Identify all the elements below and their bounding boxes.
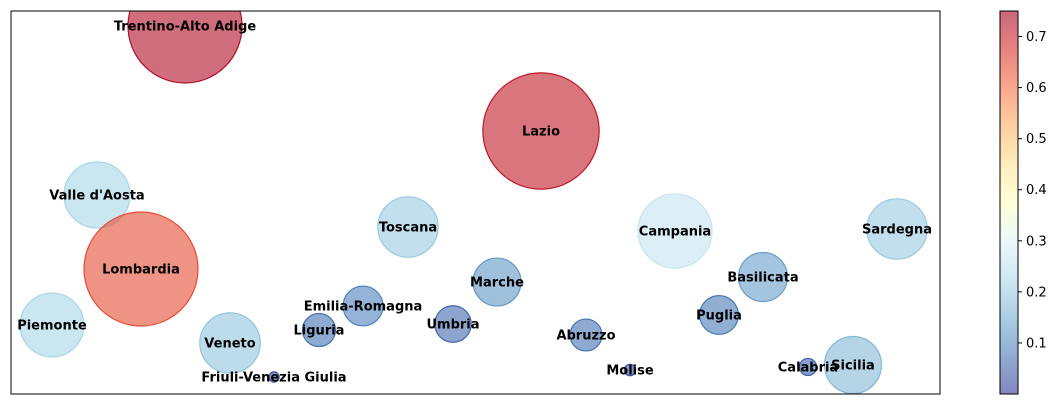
bubble-trentino-alto-adige: [127, 11, 243, 84]
bubble-label-toscana: Toscana: [379, 221, 437, 236]
bubble-label-sardegna: Sardegna: [862, 223, 932, 238]
bubble-campania: [637, 193, 713, 269]
bubble-label-emilia-romagna: Emilia-Romagna: [304, 300, 423, 315]
bubble-label-veneto: Veneto: [204, 337, 255, 352]
bubble-molise: [623, 363, 637, 377]
bubble-label-layer: Trentino-Alto Adige Lazio Valle d'Aosta Tos…: [17, 20, 932, 386]
bubble-label-puglia: Puglia: [696, 309, 742, 324]
bubble-piemonte: [19, 292, 85, 358]
bubble-label-piemonte: Piemonte: [17, 319, 87, 334]
bubble-lazio: [482, 72, 600, 190]
colorbar-tick-label: 0.3: [1026, 234, 1047, 249]
bubble-emilia-romagna: [342, 285, 384, 327]
colorbar-tick-label: 0.4: [1026, 183, 1047, 198]
colorbar-tick-label: 0.2: [1026, 285, 1047, 300]
colorbar-tick-label: 0.5: [1026, 132, 1047, 147]
bubble-label-calabria: Calabria: [778, 361, 839, 376]
bubble-toscana: [377, 196, 439, 258]
colorbar-tick-label: 0.6: [1026, 81, 1047, 96]
bubble-label-sicilia: Sicilia: [831, 359, 875, 374]
bubble-calabria: [798, 357, 818, 377]
colorbar: 0.1 0.2 0.3 0.4 0.5 0.6 0.7: [999, 10, 1047, 395]
bubble-label-trentino-alto-adige: Trentino-Alto Adige: [114, 20, 256, 35]
bubble-puglia: [699, 295, 739, 335]
plot-frame: [10, 10, 941, 395]
bubble-label-marche: Marche: [470, 276, 524, 291]
bubble-layer: [19, 11, 928, 394]
bubble-label-lombardia: Lombardia: [102, 263, 180, 278]
bubble-umbria: [434, 305, 472, 343]
bubble-label-abruzzo: Abruzzo: [556, 329, 615, 344]
bubble-label-lazio: Lazio: [522, 125, 560, 140]
bubble-label-valle-d-aosta: Valle d'Aosta: [49, 189, 144, 204]
colorbar-tick-label: 0.1: [1026, 336, 1047, 351]
bubble-label-umbria: Umbria: [426, 318, 479, 333]
bubble-veneto: [199, 312, 261, 374]
bubble-label-liguria: Liguria: [294, 324, 345, 339]
colorbar-ticks: 0.1 0.2 0.3 0.4 0.5 0.6 0.7: [1018, 30, 1047, 351]
bubble-lombardia: [83, 211, 199, 327]
bubble-marche: [472, 257, 522, 307]
bubble-label-molise: Molise: [606, 364, 654, 379]
colorbar-tick-label: 0.7: [1026, 30, 1047, 45]
bubble-friuli-venezia-giulia: [268, 371, 280, 383]
bubble-abruzzo: [569, 318, 603, 352]
bubble-liguria: [301, 312, 337, 348]
bubble-label-friuli-venezia-giulia: Friuli-Venezia Giulia: [201, 371, 346, 386]
colorbar-frame: [999, 10, 1019, 395]
bubble-basilicata: [737, 251, 789, 303]
bubble-label-basilicata: Basilicata: [727, 271, 798, 286]
colorbar-gradient: [1000, 11, 1018, 394]
bubble-valle-d-aosta: [63, 161, 131, 229]
bubble-sardegna: [866, 198, 928, 260]
bubble-label-campania: Campania: [639, 225, 711, 240]
